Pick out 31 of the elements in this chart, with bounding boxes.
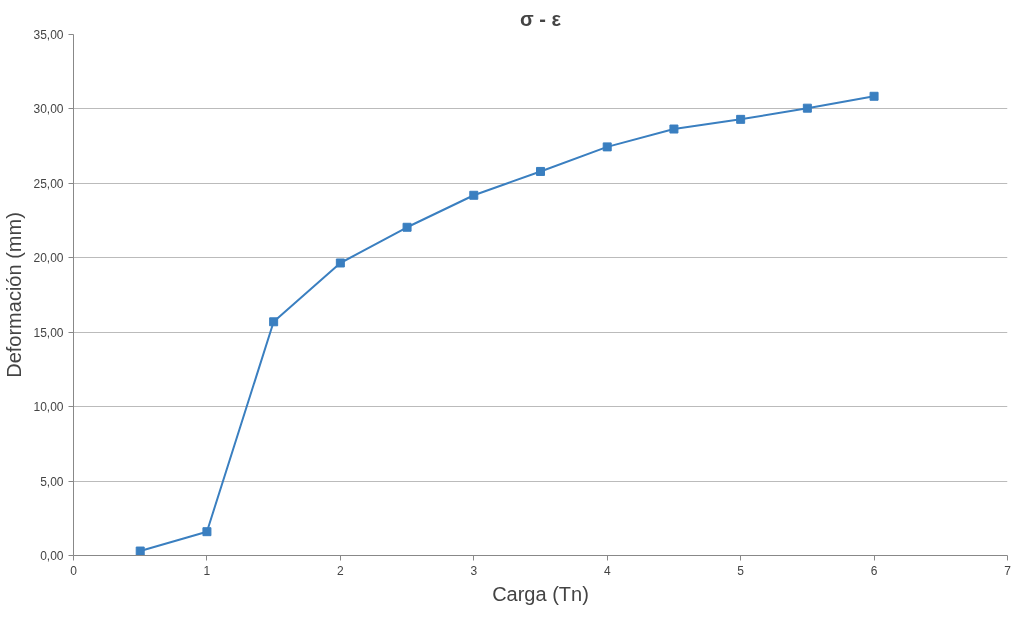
- y-tick-label: 25,00: [33, 176, 64, 191]
- point: [802, 103, 812, 113]
- chart-title: σ - ε: [520, 7, 562, 30]
- y-tick-label: 15,00: [33, 325, 64, 340]
- y-axis-title: Deformación (mm): [3, 212, 26, 378]
- y-tick-label: 30,00: [33, 102, 64, 117]
- x-tick-label: 7: [1004, 563, 1012, 578]
- x-axis-title: Carga (Tn): [492, 582, 589, 605]
- x-tick-label: 2: [337, 563, 345, 578]
- y-tick-label: 10,00: [33, 400, 64, 415]
- point: [536, 166, 545, 176]
- x-tick-label: 3: [470, 563, 478, 578]
- y-tick-label: 5,00: [40, 474, 64, 489]
- x-tick-label: 5: [737, 563, 745, 578]
- point: [669, 124, 679, 134]
- point: [869, 91, 879, 101]
- point: [469, 190, 479, 200]
- x-tick-label: 1: [203, 563, 211, 578]
- point: [335, 258, 345, 268]
- point: [736, 114, 746, 124]
- point: [202, 527, 212, 537]
- y-tick-label: 0,00: [40, 549, 64, 563]
- point: [602, 142, 612, 152]
- y-tick-label: 20,00: [33, 251, 64, 266]
- point: [269, 317, 279, 327]
- point: [402, 222, 412, 232]
- x-tick-label: 6: [870, 563, 878, 578]
- x-tick-label: 0: [70, 563, 78, 578]
- point: [135, 546, 145, 556]
- y-tick-label: 35,00: [33, 28, 64, 42]
- x-tick-label: 4: [603, 563, 611, 578]
